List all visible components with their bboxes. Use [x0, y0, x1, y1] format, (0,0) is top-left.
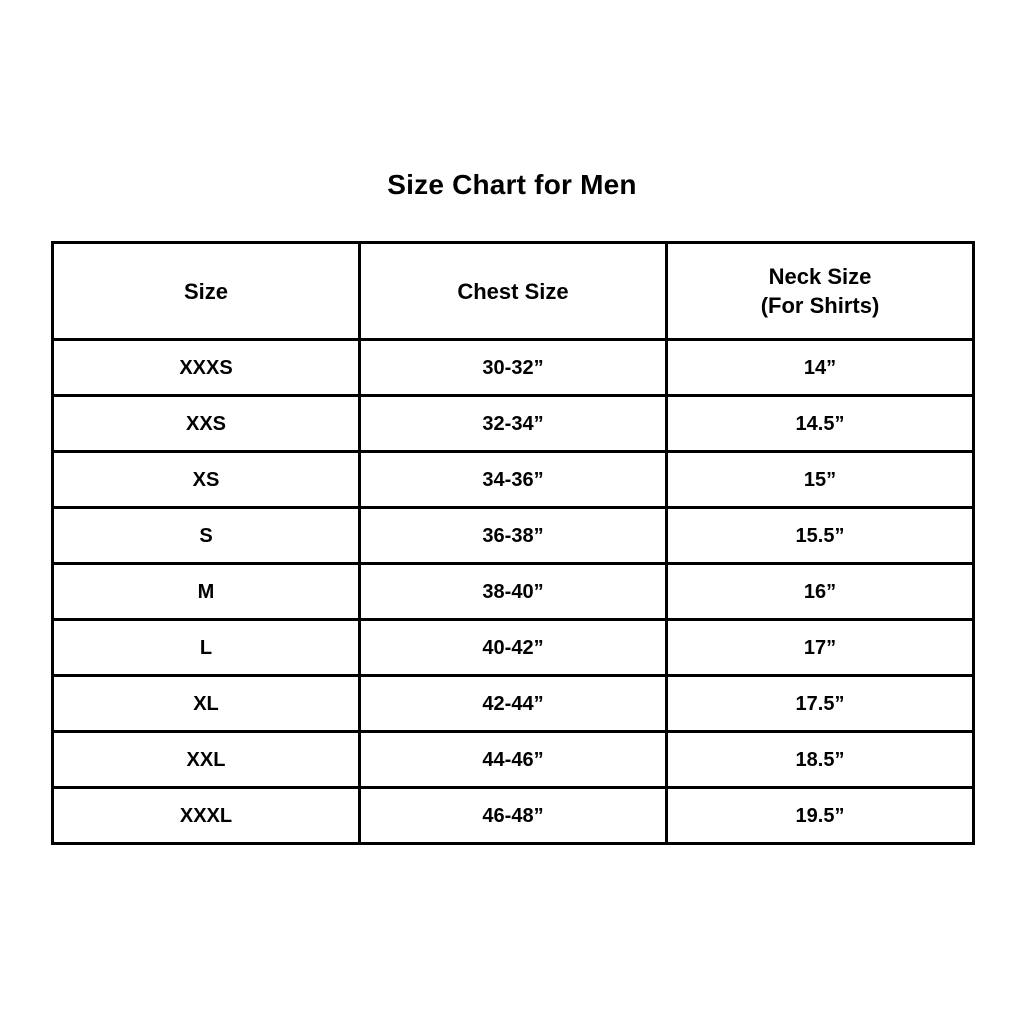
table-row: XS 34-36” 15”: [51, 450, 975, 509]
cell-size: XL: [51, 674, 361, 733]
table-header-row: Size Chest Size Neck Size (For Shirts): [51, 241, 975, 341]
column-header-chest-size-label: Chest Size: [457, 278, 569, 304]
table-row: M 38-40” 16”: [51, 562, 975, 621]
cell-size: XS: [51, 450, 361, 509]
cell-neck: 14.5”: [665, 394, 975, 453]
cell-chest: 44-46”: [358, 730, 668, 789]
table-body: XXXS 30-32” 14” XXS 32-34” 14.5” XS 34-3…: [51, 338, 975, 845]
cell-size: XXXL: [51, 786, 361, 845]
cell-chest: 42-44”: [358, 674, 668, 733]
cell-chest: 34-36”: [358, 450, 668, 509]
cell-chest: 46-48”: [358, 786, 668, 845]
page-title: Size Chart for Men: [387, 169, 637, 200]
table-row: XXL 44-46” 18.5”: [51, 730, 975, 789]
cell-size: S: [51, 506, 361, 565]
cell-chest: 30-32”: [358, 338, 668, 397]
cell-chest: 32-34”: [358, 394, 668, 453]
column-header-neck-size-label: Neck Size: [768, 264, 872, 289]
cell-size: XXXS: [51, 338, 361, 397]
table-row: L 40-42” 17”: [51, 618, 975, 677]
cell-neck: 19.5”: [665, 786, 975, 845]
table-row: XXS 32-34” 14.5”: [51, 394, 975, 453]
cell-neck: 18.5”: [665, 730, 975, 789]
cell-chest: 38-40”: [358, 562, 668, 621]
cell-neck: 14”: [665, 338, 975, 397]
cell-size: M: [51, 562, 361, 621]
column-header-size: Size: [51, 241, 361, 341]
table-row: XXXS 30-32” 14”: [51, 338, 975, 397]
cell-neck: 17.5”: [665, 674, 975, 733]
table-header: Size Chest Size Neck Size (For Shirts): [51, 241, 975, 341]
cell-size: XXS: [51, 394, 361, 453]
column-header-chest-size: Chest Size: [358, 241, 668, 341]
cell-neck: 15.5”: [665, 506, 975, 565]
column-header-neck-size: Neck Size (For Shirts): [665, 241, 975, 341]
table-row: XL 42-44” 17.5”: [51, 674, 975, 733]
table-row: S 36-38” 15.5”: [51, 506, 975, 565]
size-chart-table: Size Chest Size Neck Size (For Shirts) X…: [51, 241, 975, 845]
column-header-neck-size-sublabel: (For Shirts): [760, 293, 880, 318]
column-header-size-label: Size: [183, 278, 229, 304]
cell-neck: 15”: [665, 450, 975, 509]
cell-size: XXL: [51, 730, 361, 789]
cell-chest: 40-42”: [358, 618, 668, 677]
cell-neck: 16”: [665, 562, 975, 621]
table-row: XXXL 46-48” 19.5”: [51, 786, 975, 845]
cell-chest: 36-38”: [358, 506, 668, 565]
cell-neck: 17”: [665, 618, 975, 677]
cell-size: L: [51, 618, 361, 677]
